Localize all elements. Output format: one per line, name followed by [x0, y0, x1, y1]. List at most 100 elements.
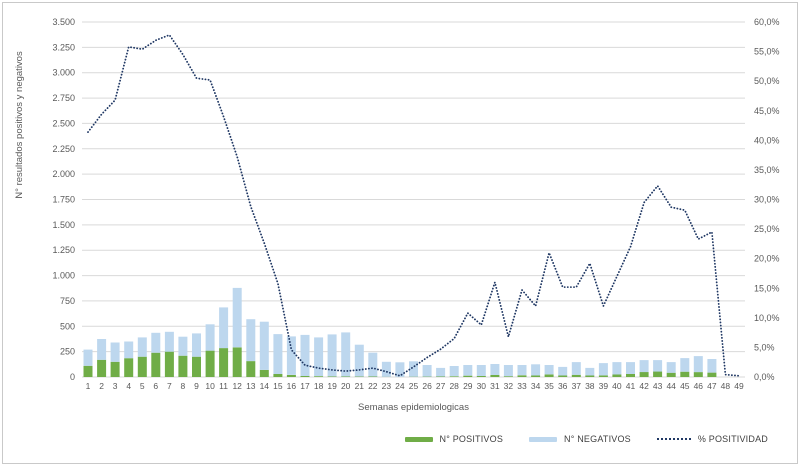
y-axis-right-tick-label: 45,0% — [754, 106, 780, 116]
x-axis-tick-label: 36 — [558, 381, 568, 391]
positivos-bar — [531, 375, 541, 377]
x-axis-tick-label: 28 — [449, 381, 459, 391]
negativos-bar — [286, 336, 296, 375]
x-axis-tick-label: 20 — [341, 381, 351, 391]
x-axis-tick-label: 13 — [246, 381, 256, 391]
y-axis-right-tick-label: 20,0% — [754, 254, 780, 264]
negativos-bar — [531, 364, 541, 376]
negativos-bar — [164, 331, 174, 352]
positivos-bar — [232, 347, 242, 377]
negativos-bar — [137, 337, 147, 357]
x-axis-tick-label: 38 — [585, 381, 595, 391]
negativos-bar — [381, 361, 391, 377]
y-axis-right-tick-label: 55,0% — [754, 47, 780, 57]
x-axis-tick-label: 15 — [273, 381, 283, 391]
negativos-bar — [205, 324, 215, 351]
positivos-bar — [490, 375, 500, 377]
positivos-bar — [544, 374, 554, 377]
y-axis-left-tick-label: 0 — [70, 372, 75, 382]
x-axis-tick-label: 27 — [436, 381, 446, 391]
x-axis-tick-label: 33 — [517, 381, 527, 391]
y-axis-right-tick-label: 40,0% — [754, 135, 780, 145]
x-axis-tick-label: 30 — [477, 381, 487, 391]
x-axis-tick-label: 7 — [167, 381, 172, 391]
x-axis-tick-label: 29 — [463, 381, 473, 391]
positivos-bar — [449, 376, 459, 377]
x-axis-tick-label: 48 — [721, 381, 731, 391]
y-axis-right-tick-label: 15,0% — [754, 283, 780, 293]
positivos-bar — [219, 348, 229, 377]
x-axis-tick-label: 16 — [287, 381, 297, 391]
y-axis-left-tick-label: 2.500 — [52, 118, 75, 128]
negativos-bar — [327, 334, 337, 377]
negativos-bar — [490, 364, 500, 375]
y-axis-left-tick-label: 3.500 — [52, 17, 75, 27]
x-axis-tick-label: 11 — [219, 381, 228, 391]
y-axis-left-tick-label: 1.250 — [52, 245, 75, 255]
positivos-bar — [300, 376, 310, 377]
positivos-bar — [192, 356, 201, 377]
positivos-bar — [273, 374, 283, 377]
y-axis-right-tick-label: 5,0% — [754, 342, 775, 352]
x-axis-tick-label: 8 — [181, 381, 186, 391]
positivos-bar — [436, 376, 446, 377]
negativos-bar — [449, 366, 459, 377]
positivos-bar — [626, 374, 635, 377]
x-axis-tick-label: 41 — [626, 381, 636, 391]
y-axis-left-tick-label: 2.000 — [52, 169, 75, 179]
negativos-bar — [666, 362, 676, 373]
x-axis-tick-label: 39 — [599, 381, 609, 391]
positivos-bar — [571, 374, 581, 377]
x-axis-tick-label: 5 — [140, 381, 145, 391]
positivos-bar — [314, 376, 324, 377]
y-axis-left-tick-label: 1.750 — [52, 195, 75, 205]
positivos-bar — [476, 376, 486, 377]
x-axis-tick-label: 12 — [232, 381, 242, 391]
negativos-bar — [422, 365, 432, 377]
negativos-bar — [612, 362, 622, 375]
x-axis-tick-label: 40 — [612, 381, 622, 391]
positivos-bar — [205, 350, 215, 377]
y-axis-left-tick-label: 2.250 — [52, 144, 75, 154]
positivos-bar — [585, 375, 595, 377]
x-axis-tick-label: 6 — [153, 381, 158, 391]
negativos-bar — [707, 359, 717, 373]
y-axis-right-tick-label: 35,0% — [754, 165, 780, 175]
y-axis-right-tick-label: 0,0% — [754, 372, 775, 382]
negativos-bar — [693, 356, 703, 373]
chart-legend: N° POSITIVOS N° NEGATIVOS % POSITIVIDAD — [404, 434, 768, 444]
positivos-bar — [137, 356, 147, 377]
positivos-bar — [707, 372, 717, 377]
negativos-bar — [97, 339, 107, 360]
x-axis-tick-label: 32 — [504, 381, 514, 391]
x-axis-tick-label: 35 — [544, 381, 554, 391]
legend-label-positivos: N° POSITIVOS — [439, 434, 504, 444]
positivos-bar — [612, 374, 622, 377]
x-axis-tick-label: 19 — [327, 381, 337, 391]
x-axis-tick-label: 21 — [355, 381, 365, 391]
positivos-bar — [110, 361, 120, 377]
negativos-bar — [300, 334, 310, 376]
negativos-bar — [653, 360, 663, 372]
negativos-bar — [503, 365, 513, 377]
negativos-bar — [409, 361, 418, 377]
negativos-bar — [571, 362, 581, 375]
y-axis-left-tick-label: 3.250 — [52, 42, 75, 52]
positivos-bar — [83, 365, 93, 377]
x-axis-title: Semanas epidemiologicas — [358, 402, 469, 413]
x-axis-tick-label: 1 — [86, 381, 91, 391]
positividad-dotted-line-icon — [656, 438, 691, 440]
y-axis-left-tick-label: 1.500 — [52, 220, 75, 230]
negativos-bar — [83, 349, 93, 366]
positivos-bar — [286, 375, 296, 377]
x-axis-tick-label: 22 — [368, 381, 378, 391]
positivos-bar — [368, 376, 378, 377]
negativos-bar — [273, 334, 283, 374]
x-axis-tick-label: 9 — [194, 381, 199, 391]
y-axis-title: N° resultados positivos y negativos — [14, 51, 25, 199]
negativos-bar — [151, 332, 161, 353]
positivos-bar — [341, 376, 351, 377]
positivos-swatch-icon — [404, 436, 433, 442]
